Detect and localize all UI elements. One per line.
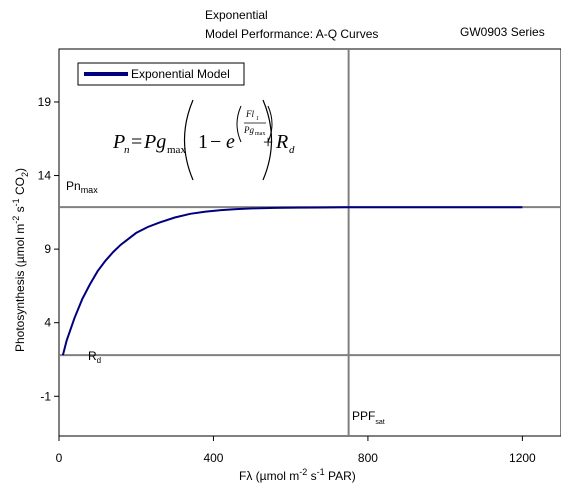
- eq-exp-left-paren: [236, 105, 242, 143]
- eq-exp-den: Pg: [243, 125, 254, 135]
- x-tick-label: 800: [358, 451, 378, 465]
- rd-annotation: Rd: [88, 349, 101, 365]
- ppf-sat-annotation: PPFsat: [352, 409, 385, 426]
- plot-frame: [58, 48, 561, 437]
- y-tick-label: 19: [38, 95, 52, 109]
- eq-e: e: [226, 131, 235, 153]
- ppf-sat-base: PPF: [352, 409, 375, 423]
- series-label: GW0903 Series: [460, 25, 545, 39]
- x-tick-label: 0: [56, 451, 63, 465]
- rd-base: R: [88, 349, 97, 363]
- eq-lhs: P: [112, 131, 125, 153]
- eq-pg-sub: max: [167, 144, 186, 156]
- x-axis-label: Fλ (µmol m-2 s-1 PAR): [239, 467, 356, 483]
- y-tick-label: 14: [38, 169, 52, 183]
- x-tick-label: 400: [203, 451, 223, 465]
- eq-rd: R: [275, 131, 288, 153]
- eq-rd-sub: d: [289, 144, 295, 156]
- eq-left-paren: [183, 99, 194, 181]
- pn-max-annotation: Pnmax: [66, 179, 98, 195]
- model-equation: P n = Pg max 1 − e Fl 1 Pg max + R d: [112, 99, 295, 181]
- eq-lhs-sub: n: [124, 144, 130, 156]
- chart-title-line2: Model Performance: A-Q Curves: [205, 27, 378, 41]
- legend: Exponential Model: [77, 62, 245, 86]
- legend-label: Exponential Model: [131, 67, 230, 81]
- eq-exp-num: Fl: [245, 109, 254, 119]
- ppf-sat-sub: sat: [375, 419, 384, 426]
- eq-exp-right-paren: [267, 105, 273, 143]
- eq-right-paren: [262, 99, 273, 181]
- y-tick-label: 4: [44, 316, 51, 330]
- y-tick-label: 9: [44, 242, 51, 256]
- pn-max-sub: max: [81, 185, 99, 195]
- y-tick-label: -1: [40, 389, 51, 403]
- y-axis-label: Photosynthesis (µmol m-2 s-1 CO2): [11, 168, 30, 352]
- eq-equals: =: [131, 131, 142, 153]
- pn-max-base: Pn: [66, 179, 81, 193]
- eq-one: 1: [198, 131, 208, 153]
- legend-box: [77, 62, 245, 86]
- eq-exp-den-sub: max: [255, 131, 265, 137]
- eq-minus: −: [210, 131, 221, 153]
- series-line-exponential-model: [61, 206, 523, 356]
- x-tick-label: 1200: [509, 451, 536, 465]
- rd-sub: d: [97, 356, 101, 365]
- eq-plus: +: [263, 132, 273, 152]
- eq-exp-num-sub: 1: [256, 116, 259, 122]
- eq-pg: Pg: [143, 131, 166, 153]
- chart-title-line1: Exponential: [205, 8, 268, 22]
